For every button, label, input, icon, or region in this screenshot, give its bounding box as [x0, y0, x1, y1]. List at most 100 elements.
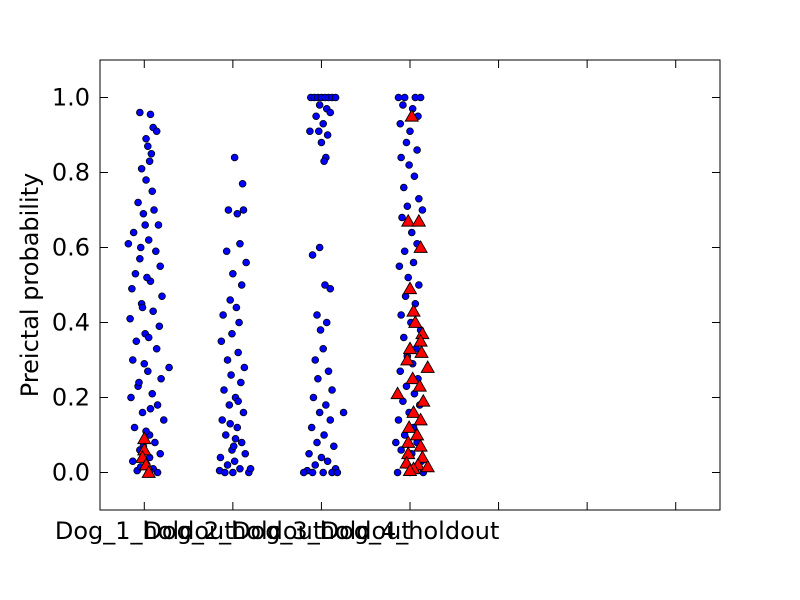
- interictal-point: [320, 157, 328, 166]
- interictal-point: [246, 464, 255, 473]
- interictal-point: [145, 157, 154, 166]
- interictal-point: [223, 461, 232, 469]
- interictal-point: [413, 146, 421, 154]
- interictal-point: [237, 378, 245, 387]
- interictal-point: [144, 333, 153, 342]
- interictal-point: [232, 303, 241, 312]
- interictal-point: [321, 281, 329, 289]
- interictal-point: [313, 311, 321, 319]
- interictal-point: [223, 356, 232, 364]
- preictal-point: [402, 463, 418, 476]
- interictal-point: [225, 401, 234, 409]
- interictal-point: [317, 453, 326, 462]
- preictal-point: [400, 446, 416, 460]
- preictal-point: [413, 412, 428, 426]
- interictal-point: [220, 386, 228, 394]
- interictal-point: [222, 247, 231, 256]
- y-tick-label: 0.8: [52, 159, 90, 187]
- interictal-point: [144, 142, 152, 151]
- interictal-point: [234, 397, 242, 406]
- interictal-point: [314, 374, 322, 383]
- interictal-point: [308, 251, 317, 259]
- interictal-point: [233, 209, 242, 218]
- interictal-point: [404, 273, 413, 282]
- interictal-point: [410, 172, 419, 181]
- interictal-point: [407, 228, 416, 237]
- preictal-point: [406, 303, 421, 317]
- interictal-point: [128, 284, 136, 293]
- interictal-point: [127, 393, 135, 402]
- interictal-point: [155, 322, 164, 331]
- interictal-point: [315, 243, 324, 252]
- interictal-point: [415, 194, 423, 203]
- interictal-point: [236, 464, 244, 473]
- preictal-point: [390, 386, 405, 400]
- interictal-point: [241, 449, 250, 458]
- interictal-point: [126, 314, 134, 323]
- preictal-point: [406, 405, 421, 418]
- interictal-point: [157, 374, 165, 383]
- interictal-point: [153, 468, 162, 477]
- interictal-point: [147, 149, 156, 158]
- axes-frame: [99, 59, 721, 511]
- interictal-point: [152, 247, 160, 256]
- interictal-point: [234, 348, 242, 357]
- preictal-point: [415, 450, 430, 463]
- interictal-point: [144, 236, 153, 244]
- interictal-point: [324, 367, 333, 376]
- interictal-point: [319, 344, 328, 353]
- interictal-point: [326, 284, 335, 293]
- x-tick-label: Dog_1_holdout: [55, 517, 234, 545]
- interictal-point: [134, 198, 142, 207]
- interictal-point: [236, 239, 244, 248]
- interictal-point: [226, 419, 235, 428]
- interictal-point: [142, 176, 150, 184]
- preictal-point: [412, 378, 428, 392]
- interictal-point: [406, 127, 414, 136]
- interictal-point: [326, 416, 335, 424]
- interictal-point: [146, 110, 155, 119]
- y-tick-label: 0.2: [52, 384, 90, 412]
- interictal-point: [299, 468, 308, 477]
- interictal-point: [159, 416, 168, 424]
- interictal-point: [396, 119, 405, 128]
- interictal-point: [138, 303, 147, 312]
- interictal-point: [400, 93, 409, 102]
- interictal-point: [322, 401, 330, 409]
- y-tick-label: 0.6: [52, 234, 90, 262]
- interictal-point: [143, 273, 151, 282]
- interictal-point: [218, 416, 227, 424]
- interictal-point: [142, 134, 150, 143]
- interictal-point: [153, 401, 162, 409]
- preictal-point: [413, 438, 428, 452]
- preictal-point: [402, 341, 418, 355]
- interictal-point: [216, 453, 225, 462]
- interictal-point: [138, 408, 147, 417]
- x-tick-label: Dog_2_holdout: [143, 517, 322, 545]
- interictal-point: [144, 367, 152, 376]
- interictal-point: [315, 408, 324, 417]
- preictal-point: [400, 213, 416, 227]
- interictal-point: [418, 206, 427, 214]
- interictal-point: [392, 438, 400, 447]
- interictal-point: [128, 457, 137, 466]
- interictal-point: [152, 127, 161, 136]
- interictal-point: [403, 202, 412, 211]
- interictal-point: [311, 356, 320, 364]
- interictal-point: [315, 101, 324, 109]
- interictal-point: [394, 416, 403, 424]
- interictal-point: [397, 153, 405, 162]
- interictal-point: [136, 243, 145, 252]
- interictal-point: [229, 468, 237, 477]
- interictal-point: [313, 438, 321, 447]
- interictal-point: [128, 356, 137, 364]
- interictal-point: [330, 442, 338, 451]
- interictal-point: [136, 254, 144, 263]
- y-axis-label: Preictal probability: [16, 173, 44, 397]
- interictal-point: [141, 221, 149, 229]
- interictal-point: [129, 228, 138, 237]
- interictal-point: [235, 318, 243, 327]
- interictal-point: [221, 431, 230, 439]
- interictal-point: [131, 269, 140, 278]
